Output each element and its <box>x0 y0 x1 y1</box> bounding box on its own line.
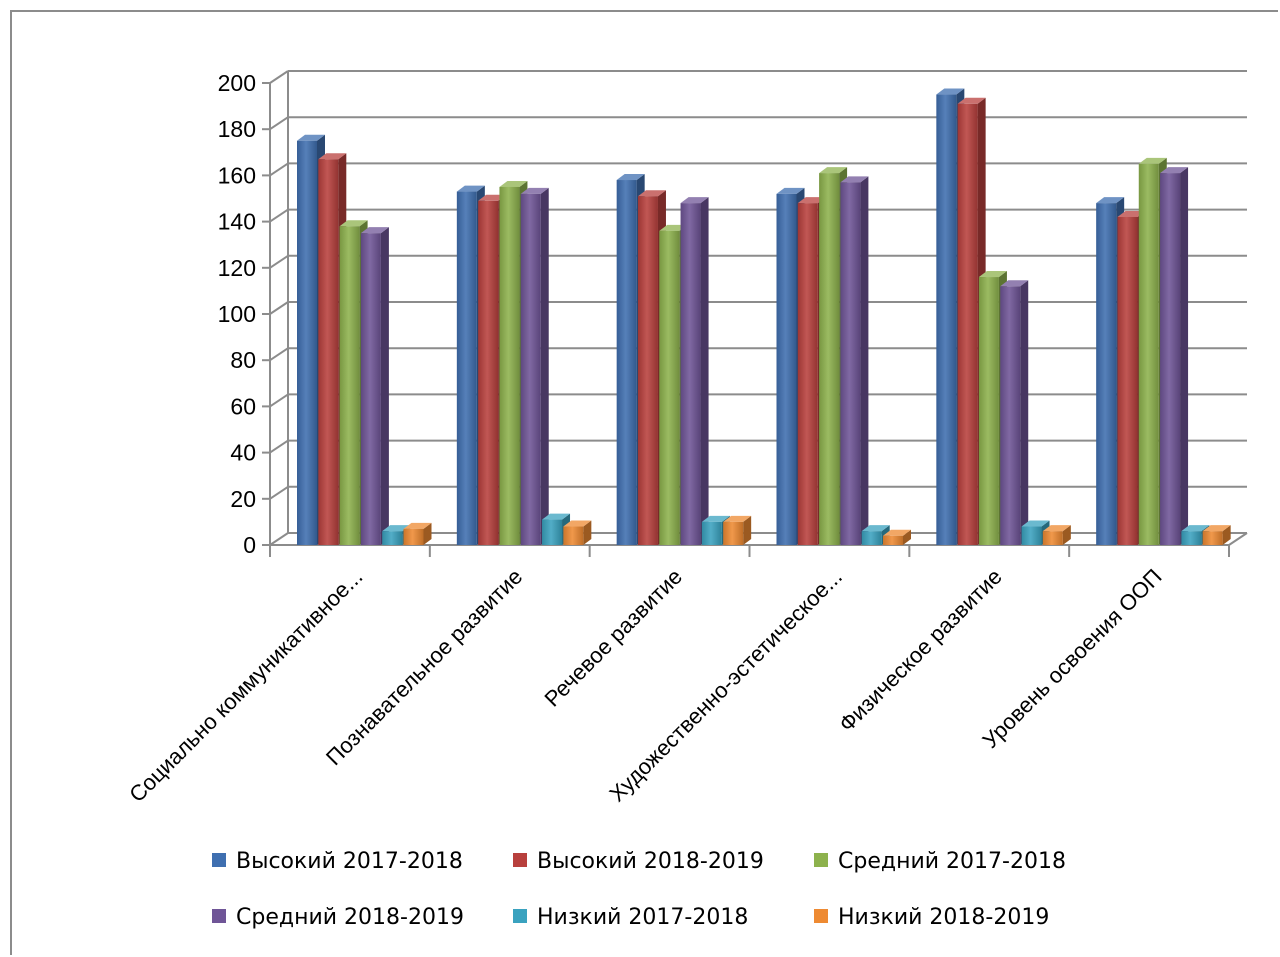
gridline-depth <box>269 347 289 362</box>
bar <box>1160 167 1189 545</box>
bar <box>840 176 869 545</box>
y-tick-label: 80 <box>230 347 256 373</box>
gridline-depth <box>269 162 289 177</box>
bar <box>680 197 709 545</box>
legend-label: Высокий 2017-2018 <box>236 849 463 874</box>
y-tick-label: 20 <box>230 486 256 512</box>
y-tick-label: 180 <box>218 116 256 142</box>
y-tick-label: 160 <box>218 162 256 188</box>
x-tick-label: Речевое развитие <box>539 564 687 712</box>
x-axis-ticks: Социально коммуникативное...Познавательн… <box>124 564 1166 807</box>
floor-edge <box>1228 532 1248 546</box>
legend-item: Высокий 2017-2018 <box>212 849 463 874</box>
x-tick-label: Физическое развитие <box>834 564 1007 737</box>
bar <box>520 187 549 545</box>
x-tick-label: Социально коммуникативное... <box>124 564 367 807</box>
legend-label: Низкий 2018-2019 <box>838 905 1049 930</box>
bar <box>360 227 389 545</box>
legend-label: Высокий 2018-2019 <box>537 849 764 874</box>
gridline-depth <box>269 254 289 269</box>
gridline-depth <box>269 393 289 408</box>
bar-layer <box>297 88 1231 546</box>
bar <box>563 520 592 545</box>
legend: Высокий 2017-2018 Высокий 2018-2019 Средни… <box>212 849 1066 930</box>
legend-swatch <box>513 909 527 923</box>
legend-swatch <box>212 853 226 867</box>
legend-label: Средний 2018-2019 <box>236 905 464 930</box>
bar <box>1042 525 1071 545</box>
bar <box>1202 525 1231 545</box>
legend-item: Низкий 2017-2018 <box>513 905 748 930</box>
bar <box>883 529 911 545</box>
gridline-depth <box>269 485 289 500</box>
grid-layer <box>262 70 1248 557</box>
gridline-depth <box>269 301 289 315</box>
y-tick-label: 140 <box>218 209 256 235</box>
gridline-depth <box>269 116 289 131</box>
bar <box>723 515 752 545</box>
y-tick-label: 60 <box>230 393 256 419</box>
gridline-depth <box>269 208 289 223</box>
y-tick-label: 200 <box>218 70 256 96</box>
x-tick-label: Уровень освоения ООП <box>977 564 1166 753</box>
legend-label: Средний 2017-2018 <box>838 849 1066 874</box>
bar <box>1000 280 1029 545</box>
bar <box>403 522 432 545</box>
y-axis-ticks: 0 20 40 60 80 100 120 140 160 180 200 <box>218 70 256 558</box>
legend-swatch <box>814 909 828 923</box>
legend-item: Средний 2017-2018 <box>814 849 1066 874</box>
gridline-depth <box>269 70 289 84</box>
legend-label: Низкий 2017-2018 <box>537 905 748 930</box>
legend-swatch <box>513 853 527 867</box>
y-tick-label: 0 <box>243 532 256 558</box>
gridline-depth <box>269 532 289 546</box>
legend-item: Средний 2018-2019 <box>212 905 464 930</box>
y-tick-label: 100 <box>218 301 256 327</box>
gridline-depth <box>269 439 289 454</box>
y-tick-label: 40 <box>230 440 256 466</box>
y-tick-label: 120 <box>218 255 256 281</box>
legend-swatch <box>212 909 226 923</box>
legend-swatch <box>814 853 828 867</box>
legend-item: Низкий 2018-2019 <box>814 905 1049 930</box>
legend-item: Высокий 2018-2019 <box>513 849 764 874</box>
